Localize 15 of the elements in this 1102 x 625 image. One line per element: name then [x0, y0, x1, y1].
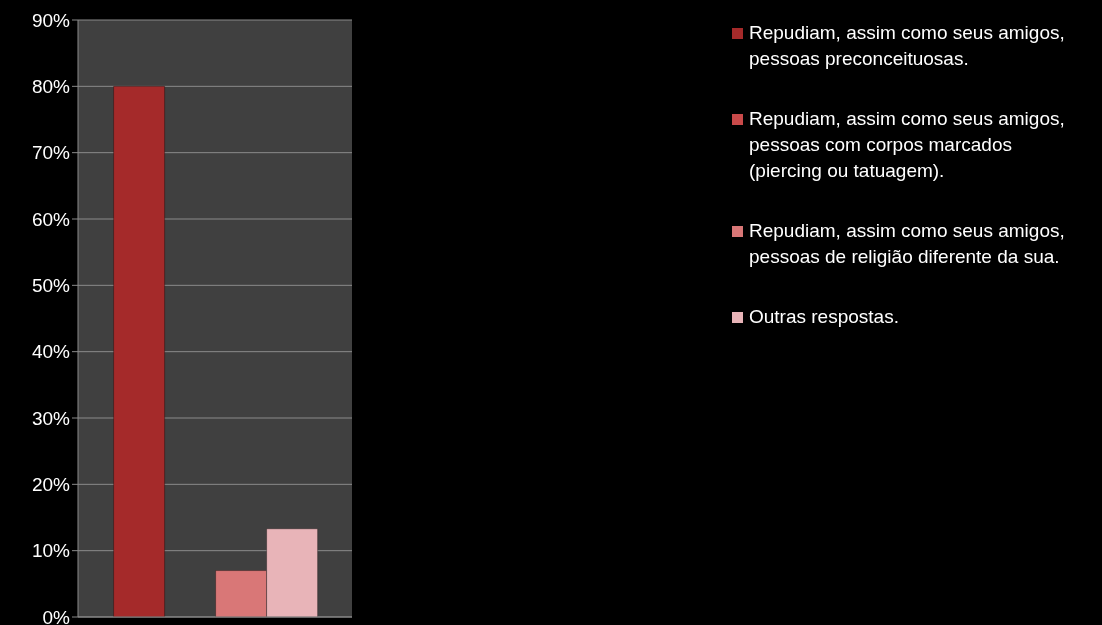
y-tick-label: 60%: [31, 208, 71, 230]
y-tick-label: 0%: [42, 606, 71, 625]
y-tick-label: 90%: [31, 9, 71, 31]
legend-label: Outras respostas.: [749, 305, 900, 329]
y-tick-label: 50%: [31, 275, 71, 297]
bar: [113, 85, 166, 617]
y-tick-label: 80%: [31, 76, 71, 98]
legend-label: Repudiam, assim como seus amigos, pessoas preconceituosas.: [749, 21, 1066, 71]
y-tick-label: 30%: [31, 407, 71, 429]
y-tick-label: 70%: [31, 142, 71, 164]
y-tick-label: 20%: [31, 474, 71, 496]
y-tick-label: 10%: [31, 540, 71, 562]
legend-label: Repudiam, assim como seus amigos, pessoas de religião diferente da sua.: [749, 219, 1066, 269]
y-tick-label: 40%: [31, 341, 71, 363]
legend-label: Repudiam, assim como seus amigos, pessoas com corpos marcados (piercing ou tatuagem).: [749, 107, 1066, 183]
